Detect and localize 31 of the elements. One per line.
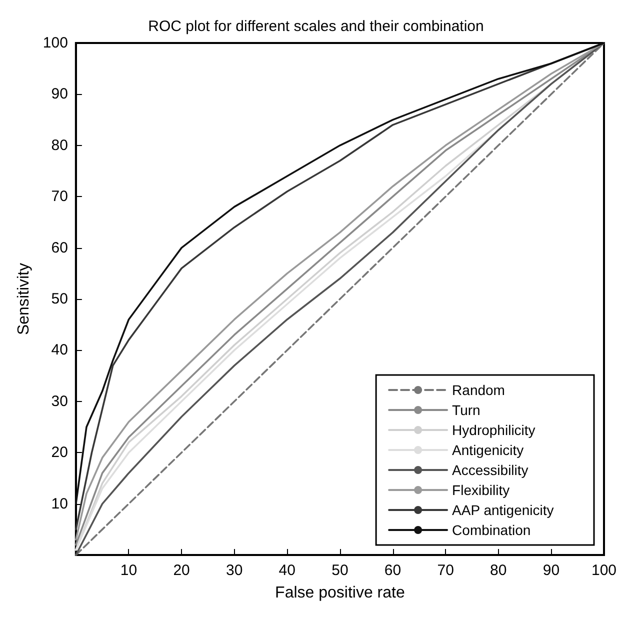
- y-tick-label: 30: [51, 392, 68, 410]
- legend-label: Random: [452, 382, 505, 398]
- x-tick-label: 20: [173, 562, 190, 579]
- y-tick-label: 60: [51, 239, 68, 256]
- legend-label: Flexibility: [452, 482, 510, 498]
- legend-label: AAP antigenicity: [452, 502, 554, 518]
- y-tick-label: 100: [42, 34, 68, 52]
- x-tick-label: 80: [490, 562, 507, 579]
- y-tick-label: 20: [51, 444, 68, 462]
- legend-label: Antigenicity: [452, 442, 524, 458]
- legend-label: Accessibility: [452, 462, 528, 478]
- y-tick-label: 10: [51, 495, 68, 512]
- x-tick-label: 60: [384, 562, 402, 579]
- x-tick-label: 40: [278, 562, 296, 579]
- y-tick-label: 70: [51, 188, 68, 206]
- y-tick-label: 50: [51, 290, 68, 308]
- x-tick-label: 50: [332, 562, 348, 579]
- legend-label: Hydrophilicity: [452, 422, 536, 438]
- legend-label: Combination: [452, 522, 531, 538]
- y-tick-label: 40: [51, 342, 68, 359]
- x-tick-label: 70: [437, 562, 454, 579]
- y-tick-label: 80: [51, 136, 68, 154]
- x-axis-title: False positive rate: [275, 584, 405, 602]
- x-tick-label: 30: [226, 562, 243, 579]
- chart-title: ROC plot for different scales and their combination: [148, 18, 484, 35]
- x-tick-label: 100: [591, 562, 617, 579]
- x-tick-label: 90: [542, 562, 560, 579]
- legend-label: Turn: [452, 402, 480, 418]
- y-tick-label: 90: [51, 86, 68, 103]
- y-axis-title: Sensitivity: [16, 262, 32, 336]
- x-tick-label: 10: [120, 562, 138, 579]
